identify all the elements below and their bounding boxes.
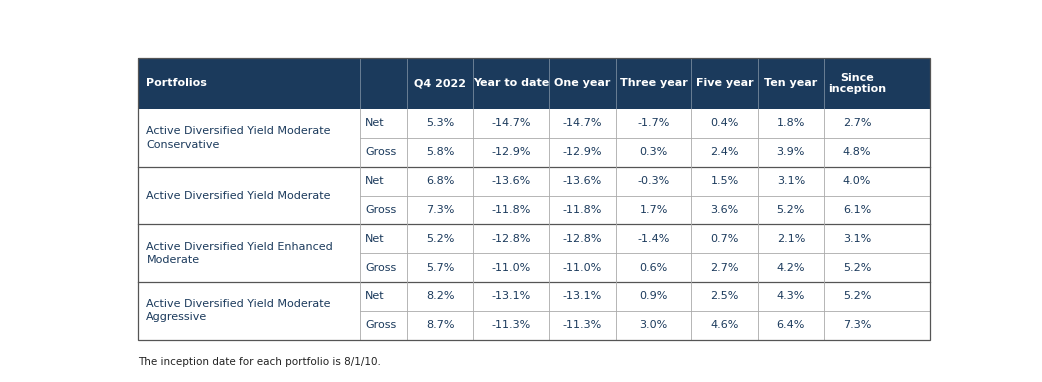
FancyBboxPatch shape <box>139 167 929 224</box>
Text: Gross: Gross <box>366 205 397 215</box>
Text: -1.7%: -1.7% <box>638 118 670 128</box>
Text: 4.8%: 4.8% <box>843 147 871 157</box>
Text: -12.9%: -12.9% <box>492 147 531 157</box>
Text: 8.7%: 8.7% <box>426 320 454 330</box>
FancyBboxPatch shape <box>139 109 929 167</box>
Text: 0.9%: 0.9% <box>640 291 668 301</box>
Text: -12.8%: -12.8% <box>563 234 602 244</box>
Text: -11.8%: -11.8% <box>563 205 602 215</box>
Text: 5.2%: 5.2% <box>843 291 871 301</box>
Text: -14.7%: -14.7% <box>492 118 531 128</box>
Text: -14.7%: -14.7% <box>563 118 602 128</box>
Text: 1.5%: 1.5% <box>711 176 739 186</box>
Text: Gross: Gross <box>366 147 397 157</box>
Text: -13.6%: -13.6% <box>492 176 531 186</box>
Text: 5.3%: 5.3% <box>426 118 454 128</box>
Text: Since
inception: Since inception <box>828 73 886 94</box>
Text: -11.3%: -11.3% <box>492 320 531 330</box>
Text: 2.4%: 2.4% <box>711 147 739 157</box>
Text: The inception date for each portfolio is 8/1/10.: The inception date for each portfolio is… <box>139 357 381 367</box>
Text: 5.2%: 5.2% <box>426 234 454 244</box>
FancyBboxPatch shape <box>139 282 929 340</box>
FancyBboxPatch shape <box>139 224 929 282</box>
Text: -11.8%: -11.8% <box>492 205 531 215</box>
Text: -13.1%: -13.1% <box>563 291 602 301</box>
Text: -11.3%: -11.3% <box>563 320 602 330</box>
Text: 2.7%: 2.7% <box>711 262 739 273</box>
Text: 0.7%: 0.7% <box>711 234 739 244</box>
Text: 6.1%: 6.1% <box>843 205 871 215</box>
Text: 0.4%: 0.4% <box>711 118 739 128</box>
Text: Net: Net <box>366 291 384 301</box>
Text: Year to date: Year to date <box>473 78 549 88</box>
Text: Five year: Five year <box>696 78 753 88</box>
Text: Net: Net <box>366 234 384 244</box>
Text: -11.0%: -11.0% <box>563 262 602 273</box>
Text: 8.2%: 8.2% <box>426 291 454 301</box>
Text: 5.7%: 5.7% <box>426 262 454 273</box>
Text: -1.4%: -1.4% <box>638 234 670 244</box>
Text: 3.0%: 3.0% <box>640 320 668 330</box>
Text: 5.8%: 5.8% <box>426 147 454 157</box>
Text: 4.6%: 4.6% <box>711 320 739 330</box>
Text: Active Diversified Yield Moderate
Conservative: Active Diversified Yield Moderate Conser… <box>146 126 331 149</box>
FancyBboxPatch shape <box>139 58 929 109</box>
Text: One year: One year <box>554 78 611 88</box>
Text: Three year: Three year <box>620 78 688 88</box>
Text: -12.8%: -12.8% <box>492 234 531 244</box>
Text: Active Diversified Yield Moderate: Active Diversified Yield Moderate <box>146 191 331 201</box>
Text: -13.1%: -13.1% <box>492 291 531 301</box>
Text: 5.2%: 5.2% <box>843 262 871 273</box>
Text: 0.3%: 0.3% <box>640 147 668 157</box>
Text: -11.0%: -11.0% <box>492 262 531 273</box>
Text: 4.2%: 4.2% <box>776 262 805 273</box>
Text: Net: Net <box>366 118 384 128</box>
Text: Active Diversified Yield Enhanced
Moderate: Active Diversified Yield Enhanced Modera… <box>146 241 333 265</box>
Text: 6.8%: 6.8% <box>426 176 454 186</box>
Text: 3.1%: 3.1% <box>843 234 871 244</box>
Text: -0.3%: -0.3% <box>638 176 670 186</box>
Text: Portfolios: Portfolios <box>146 78 207 88</box>
Text: 1.7%: 1.7% <box>640 205 668 215</box>
Text: 4.3%: 4.3% <box>776 291 805 301</box>
Text: Ten year: Ten year <box>764 78 818 88</box>
Text: Gross: Gross <box>366 262 397 273</box>
Text: 3.1%: 3.1% <box>776 176 805 186</box>
Text: 3.6%: 3.6% <box>711 205 739 215</box>
Text: 2.5%: 2.5% <box>711 291 739 301</box>
Text: 4.0%: 4.0% <box>843 176 871 186</box>
Text: 7.3%: 7.3% <box>843 320 871 330</box>
Text: Q4 2022: Q4 2022 <box>415 78 467 88</box>
Text: Active Diversified Yield Moderate
Aggressive: Active Diversified Yield Moderate Aggres… <box>146 299 331 322</box>
Text: Net: Net <box>366 176 384 186</box>
Text: 5.2%: 5.2% <box>776 205 805 215</box>
Text: -13.6%: -13.6% <box>563 176 602 186</box>
Text: 1.8%: 1.8% <box>776 118 805 128</box>
Text: 6.4%: 6.4% <box>776 320 805 330</box>
Text: 2.1%: 2.1% <box>776 234 805 244</box>
Text: -12.9%: -12.9% <box>563 147 602 157</box>
Text: 3.9%: 3.9% <box>776 147 805 157</box>
Text: Gross: Gross <box>366 320 397 330</box>
Text: 7.3%: 7.3% <box>426 205 454 215</box>
Text: 0.6%: 0.6% <box>640 262 668 273</box>
Text: 2.7%: 2.7% <box>843 118 871 128</box>
